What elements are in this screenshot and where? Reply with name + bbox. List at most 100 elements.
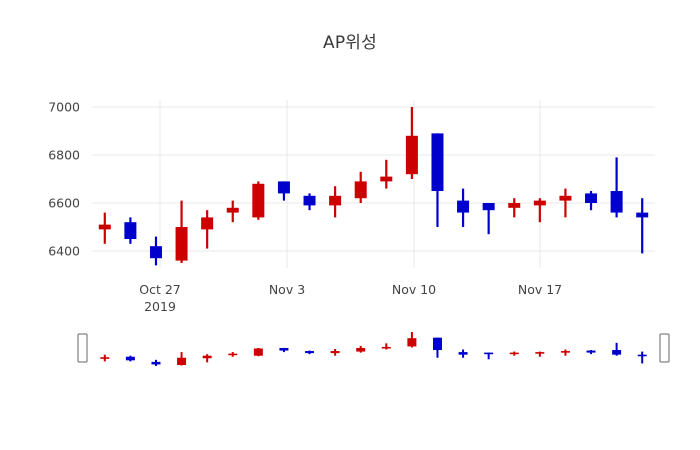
candle-body — [535, 352, 545, 354]
candle-body — [484, 352, 494, 355]
candle-body — [407, 338, 417, 347]
candle-body — [277, 181, 290, 194]
candlestick[interactable] — [509, 351, 519, 356]
candle-series-rangeslider[interactable] — [100, 332, 647, 366]
candlestick[interactable] — [226, 200, 239, 223]
rangeslider-handle-left[interactable] — [77, 333, 88, 363]
candlestick[interactable] — [98, 212, 111, 244]
candlestick[interactable] — [100, 354, 110, 362]
candle-body — [559, 195, 572, 201]
candlestick[interactable] — [279, 347, 289, 353]
candlestick[interactable] — [354, 171, 367, 203]
candle-body — [151, 361, 161, 365]
candle-body — [509, 352, 519, 355]
candle-body — [125, 356, 135, 361]
candle-body — [303, 195, 316, 206]
candle-body — [432, 337, 442, 351]
candlestick[interactable] — [124, 217, 137, 244]
candle-series-main — [98, 107, 649, 266]
y-axis-tick-label: 6400 — [48, 244, 80, 259]
candlestick[interactable] — [177, 352, 187, 366]
candlestick[interactable] — [533, 198, 546, 223]
candlestick[interactable] — [330, 349, 340, 356]
candlestick[interactable] — [356, 345, 366, 353]
rangeslider-handle-right[interactable] — [659, 333, 670, 363]
candlestick[interactable] — [253, 347, 263, 357]
candlestick[interactable] — [508, 198, 521, 218]
candlestick[interactable] — [636, 198, 649, 254]
candlestick[interactable] — [407, 332, 417, 348]
candle-body — [228, 353, 238, 356]
candlestick[interactable] — [252, 181, 265, 220]
x-axis-tick-label: Oct 27 — [139, 282, 181, 297]
candle-body — [253, 348, 263, 356]
candle-body — [201, 217, 214, 230]
candle-body — [380, 176, 393, 182]
candlestick[interactable] — [610, 157, 623, 218]
y-axis-tick-label: 6800 — [48, 148, 80, 163]
candlestick[interactable] — [380, 159, 393, 189]
candlestick[interactable] — [559, 188, 572, 218]
x-axis-tick-label: Nov 3 — [269, 282, 305, 297]
candle-body — [175, 227, 188, 261]
candlestick[interactable] — [151, 359, 161, 366]
x-axis-year-label: 2019 — [144, 299, 176, 314]
candlestick[interactable] — [305, 350, 315, 355]
y-axis-tick-label: 6600 — [48, 196, 80, 211]
candlestick[interactable] — [125, 355, 135, 362]
candlestick[interactable] — [431, 133, 444, 227]
candlestick[interactable] — [637, 351, 647, 364]
candle-body — [177, 357, 187, 365]
candle-body — [305, 351, 315, 354]
candle-body — [637, 354, 647, 357]
candle-body — [610, 191, 623, 213]
x-axis-tick-label: Nov 17 — [518, 282, 562, 297]
candlestick[interactable] — [228, 352, 238, 357]
candle-body — [585, 193, 598, 203]
candle-body — [482, 203, 495, 211]
y-axis-labels: 6400 6600 6800 7000 — [48, 100, 80, 259]
candle-body — [226, 207, 239, 213]
candlestick[interactable] — [585, 191, 598, 211]
candle-body — [202, 355, 212, 359]
candlestick[interactable] — [458, 349, 468, 358]
candlestick[interactable] — [457, 188, 470, 227]
candlestick[interactable] — [201, 210, 214, 249]
candlestick[interactable] — [482, 203, 495, 235]
candlestick[interactable] — [586, 350, 596, 355]
candlestick[interactable] — [175, 200, 188, 263]
candle-body — [586, 350, 596, 353]
candlestick[interactable] — [612, 342, 622, 356]
candle-body — [612, 350, 622, 355]
candle-body — [330, 351, 340, 354]
candle-body — [356, 347, 366, 352]
candle-body — [560, 351, 570, 353]
candle-body — [98, 224, 111, 230]
candle-body — [533, 200, 546, 206]
candle-body — [252, 183, 265, 218]
candlestick[interactable] — [535, 351, 545, 357]
candlestick[interactable] — [149, 236, 162, 266]
candle-body — [100, 357, 110, 359]
rangeslider-handles[interactable] — [77, 333, 670, 363]
candlestick[interactable] — [560, 349, 570, 356]
y-axis-tick-label: 7000 — [48, 100, 80, 115]
candle-body — [149, 246, 162, 259]
candlestick[interactable] — [432, 337, 442, 358]
candle-body — [329, 195, 342, 206]
candle-body — [381, 346, 391, 349]
candle-body — [457, 200, 470, 213]
candlestick[interactable] — [277, 181, 290, 201]
candle-body — [279, 347, 289, 351]
candlestick[interactable] — [303, 193, 316, 211]
candle-body — [354, 181, 367, 199]
candlestick[interactable] — [202, 354, 212, 363]
candlestick[interactable] — [329, 186, 342, 218]
candle-body — [124, 222, 137, 239]
candlestick[interactable] — [381, 343, 391, 350]
candle-body — [508, 203, 521, 208]
candlestick[interactable] — [484, 352, 494, 360]
x-axis-labels: Oct 27 Nov 3 Nov 10 Nov 17 2019 — [139, 282, 562, 314]
candlestick[interactable] — [405, 107, 418, 179]
